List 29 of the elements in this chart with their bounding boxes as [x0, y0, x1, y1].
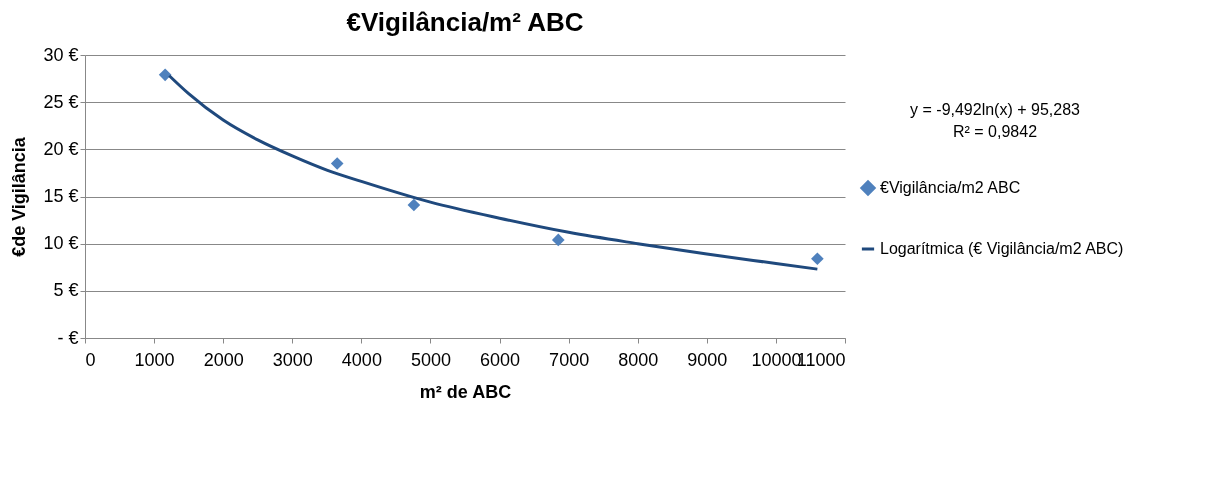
x-tick-label: 5000 — [410, 349, 451, 370]
x-axis-title: m² de ABC — [419, 381, 512, 402]
x-tick-label: 3000 — [272, 349, 313, 370]
y-tick-label: 20 € — [43, 138, 79, 159]
y-tick-label: 15 € — [43, 186, 79, 206]
x-tick-label: 7000 — [549, 349, 590, 370]
text: y = -9,492ln(x) + 95,283 — [910, 101, 1081, 118]
y-axis-title: €de Vigilância — [9, 136, 30, 257]
y-tick-label: 5 € — [53, 280, 79, 301]
legend-label: €Vigilância/m2 ABC — [880, 179, 1021, 196]
x-tick-label: 1000 — [134, 349, 175, 370]
y-tick-label: 30 € — [43, 44, 79, 65]
chart-title: €Vigilância/m² ABC — [346, 7, 584, 37]
point — [330, 157, 344, 170]
y-tick-label: 10 € — [43, 233, 79, 254]
point — [407, 198, 421, 212]
point — [811, 252, 824, 266]
y-tick-label: - € — [57, 327, 79, 348]
x-tick-label: 8000 — [618, 349, 659, 370]
point — [551, 233, 565, 247]
x-tick-label: 4000 — [341, 349, 382, 370]
y-tick-label: 25 € — [43, 91, 79, 112]
legend-label: Logarítmica (€ Vigilância/m2 ABC) — [880, 240, 1124, 257]
point — [158, 68, 172, 82]
x-tick-label: 9000 — [687, 349, 728, 370]
x-tick-label: 0 — [85, 349, 96, 370]
text: R² = 0,9842 — [952, 123, 1038, 140]
x-tick-label: 6000 — [480, 349, 521, 370]
x-tick-label: 2000 — [203, 349, 244, 370]
